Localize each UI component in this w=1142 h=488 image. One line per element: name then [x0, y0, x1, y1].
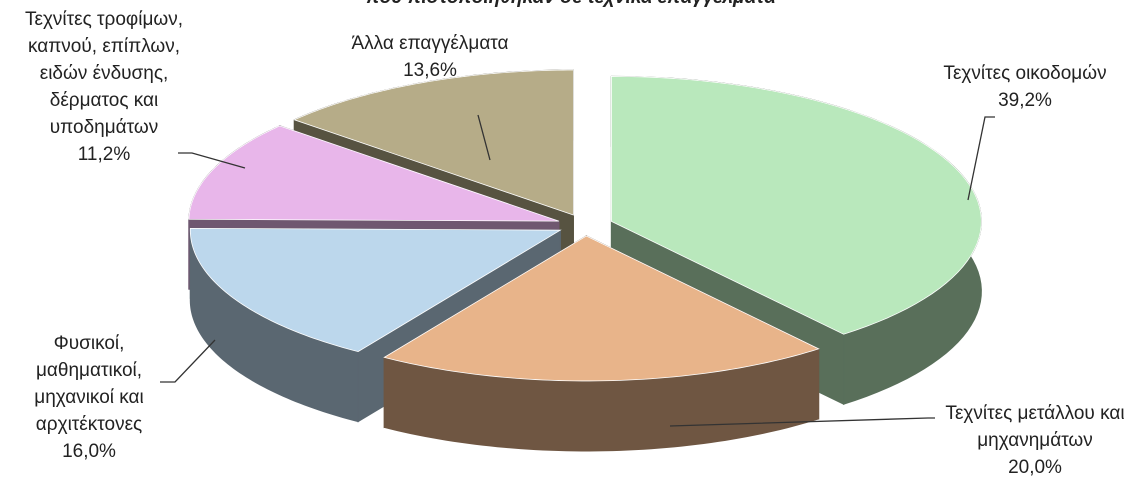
leader-line — [669, 417, 935, 427]
leader-line — [477, 114, 491, 161]
slice-label: Άλλα επαγγέλματα 13,6% — [351, 33, 509, 81]
leader-line — [178, 152, 246, 169]
slice-label: Τεχνίτες οικοδομών 39,2% — [943, 63, 1107, 111]
slice — [189, 227, 562, 353]
slice — [383, 235, 820, 382]
chart-title: που πιστοποιήθηκαν σε τεχνικά επαγγέλματ… — [0, 0, 1142, 9]
leader-lines — [160, 114, 995, 427]
slice — [293, 69, 574, 216]
slice — [611, 75, 982, 335]
slice — [188, 125, 559, 222]
slice-label: Φυσικοί, μαθηματικοί, μηχανικοί και αρχι… — [34, 333, 144, 462]
leader-line — [160, 339, 216, 383]
slice-label: Τεχνίτες τροφίμων, καπνού, επίπλων, ειδώ… — [24, 9, 184, 165]
leader-line — [967, 116, 995, 201]
slice-label: Τεχνίτες μετάλλου και μηχανημάτων 20,0% — [945, 403, 1125, 478]
